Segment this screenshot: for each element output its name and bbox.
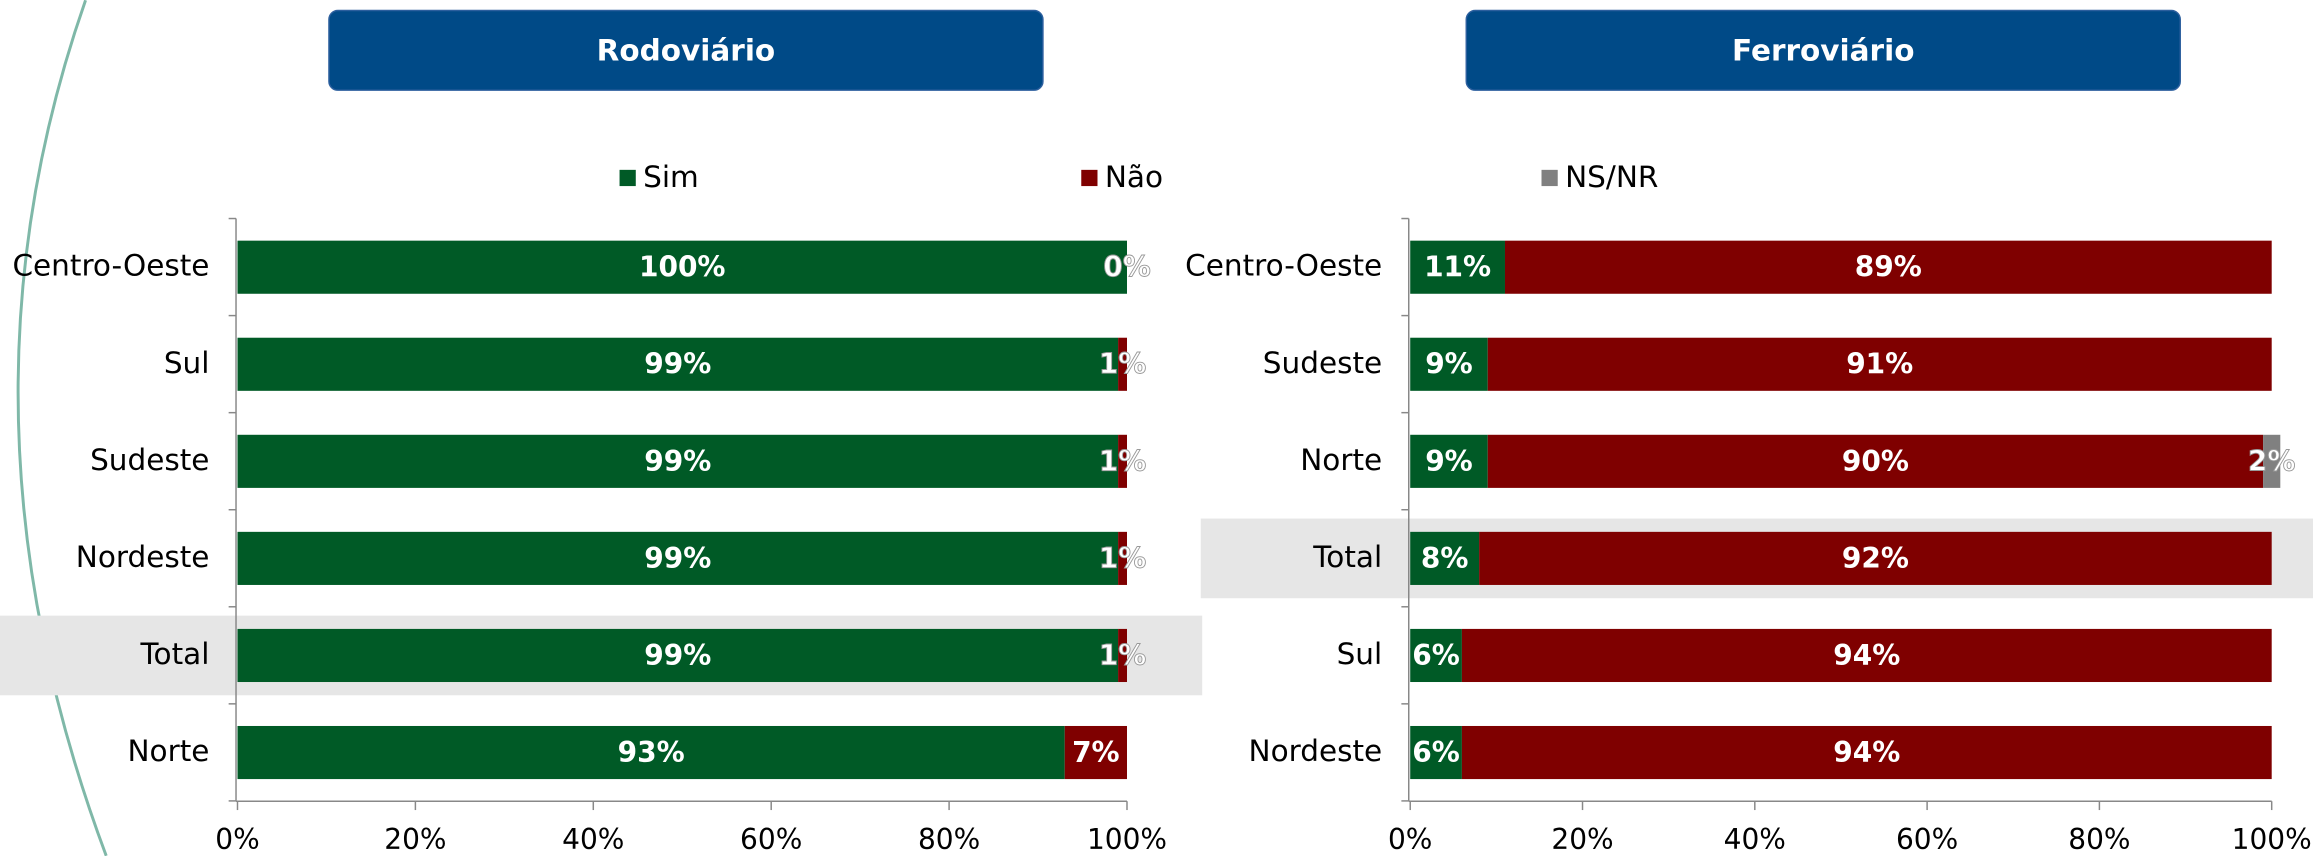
data-label: 99%: [644, 348, 711, 381]
data-label: 1%: [1099, 639, 1147, 672]
bar-segment: [1487, 337, 2272, 391]
x-tick-label: 40%: [1724, 823, 1786, 856]
legend-label: Sim: [643, 160, 699, 194]
bar-segment: [237, 337, 1119, 391]
y-tick-label: Centro-Oeste: [1185, 249, 1382, 283]
data-label: 94%: [1833, 639, 1900, 672]
y-tick-label: Norte: [127, 734, 209, 768]
bar-segment: [1118, 531, 1127, 585]
bar-segment: [1410, 725, 1462, 780]
bar-segment: [1461, 725, 2272, 780]
x-tick-label: 80%: [918, 823, 980, 856]
legend-swatch: [1081, 169, 1098, 187]
bar-segment: [1118, 337, 1127, 391]
data-label: 99%: [644, 445, 711, 478]
chart-title: Ferroviário: [1732, 33, 1915, 67]
data-label: 1%: [1099, 445, 1147, 478]
x-tick-label: 0%: [1388, 823, 1432, 856]
title-box: [1465, 9, 2181, 91]
data-label: 9%: [1425, 445, 1473, 478]
data-label: 8%: [1421, 542, 1469, 575]
legend-swatch: [619, 169, 636, 187]
x-tick-label: 100%: [1087, 823, 1167, 856]
x-tick-label: 80%: [2068, 823, 2130, 856]
bar-segment: [1461, 628, 2272, 683]
y-tick-label: Sudeste: [1263, 346, 1382, 380]
bar-segment: [237, 240, 1127, 294]
bar-segment: [1118, 434, 1127, 488]
bar-segment: [1410, 240, 1505, 294]
bar-segment: [237, 531, 1119, 585]
bar-segment: [1118, 628, 1127, 683]
y-tick-label: Centro-Oeste: [12, 249, 209, 283]
y-tick-label: Sul: [164, 346, 210, 380]
bar-segment: [237, 434, 1119, 488]
data-label: 0%: [1103, 251, 1151, 284]
legend-label: NS/NR: [1565, 160, 1658, 194]
bar-segment: [1479, 531, 2272, 585]
bar-segment: [1487, 434, 2264, 488]
data-label: 6%: [1412, 736, 1460, 769]
x-tick-label: 40%: [562, 823, 624, 856]
data-label: 92%: [1842, 542, 1909, 575]
x-tick-label: 0%: [215, 823, 259, 856]
data-label: 99%: [644, 639, 711, 672]
bar-segment: [1410, 531, 1480, 585]
x-tick-label: 20%: [384, 823, 446, 856]
data-label: 93%: [618, 736, 685, 769]
data-label: 100%: [639, 251, 726, 284]
x-tick-label: 100%: [2232, 823, 2312, 856]
y-tick-label: Sul: [1337, 637, 1383, 671]
y-tick-label: Sudeste: [90, 443, 209, 477]
decor-arc: [16, 0, 108, 856]
data-label: 6%: [1412, 639, 1460, 672]
data-label: 1%: [1099, 542, 1147, 575]
data-label: 7%: [1072, 736, 1120, 769]
legend-label: Não: [1105, 160, 1163, 194]
bar-segment: [2263, 434, 2281, 488]
y-tick-label: Norte: [1300, 443, 1382, 477]
chart-title: Rodoviário: [597, 33, 776, 67]
y-tick-label: Nordeste: [76, 540, 210, 574]
y-tick-label: Total: [140, 637, 210, 671]
bar-segment: [1064, 725, 1127, 780]
y-tick-label: Nordeste: [1249, 734, 1383, 768]
y-tick-label: Total: [1312, 540, 1382, 574]
bar-segment: [1504, 240, 2272, 294]
data-label: 91%: [1846, 348, 1913, 381]
data-label: 11%: [1424, 251, 1491, 284]
x-tick-label: 60%: [1896, 823, 1958, 856]
bar-segment: [237, 725, 1065, 780]
data-label: 89%: [1855, 251, 1922, 284]
data-label: 1%: [1099, 348, 1147, 381]
data-label: 2%: [2248, 445, 2296, 478]
bar-segment: [237, 628, 1119, 683]
bar-segment: [1410, 628, 1462, 683]
data-label: 9%: [1425, 348, 1473, 381]
bar-segment: [1410, 337, 1488, 391]
data-label: 99%: [644, 542, 711, 575]
bar-segment: [1410, 434, 1488, 488]
x-tick-label: 60%: [740, 823, 802, 856]
legend-swatch: [1541, 169, 1558, 187]
x-tick-label: 20%: [1551, 823, 1613, 856]
data-label: 94%: [1833, 736, 1900, 769]
data-label: 90%: [1842, 445, 1909, 478]
title-box: [328, 9, 1044, 91]
